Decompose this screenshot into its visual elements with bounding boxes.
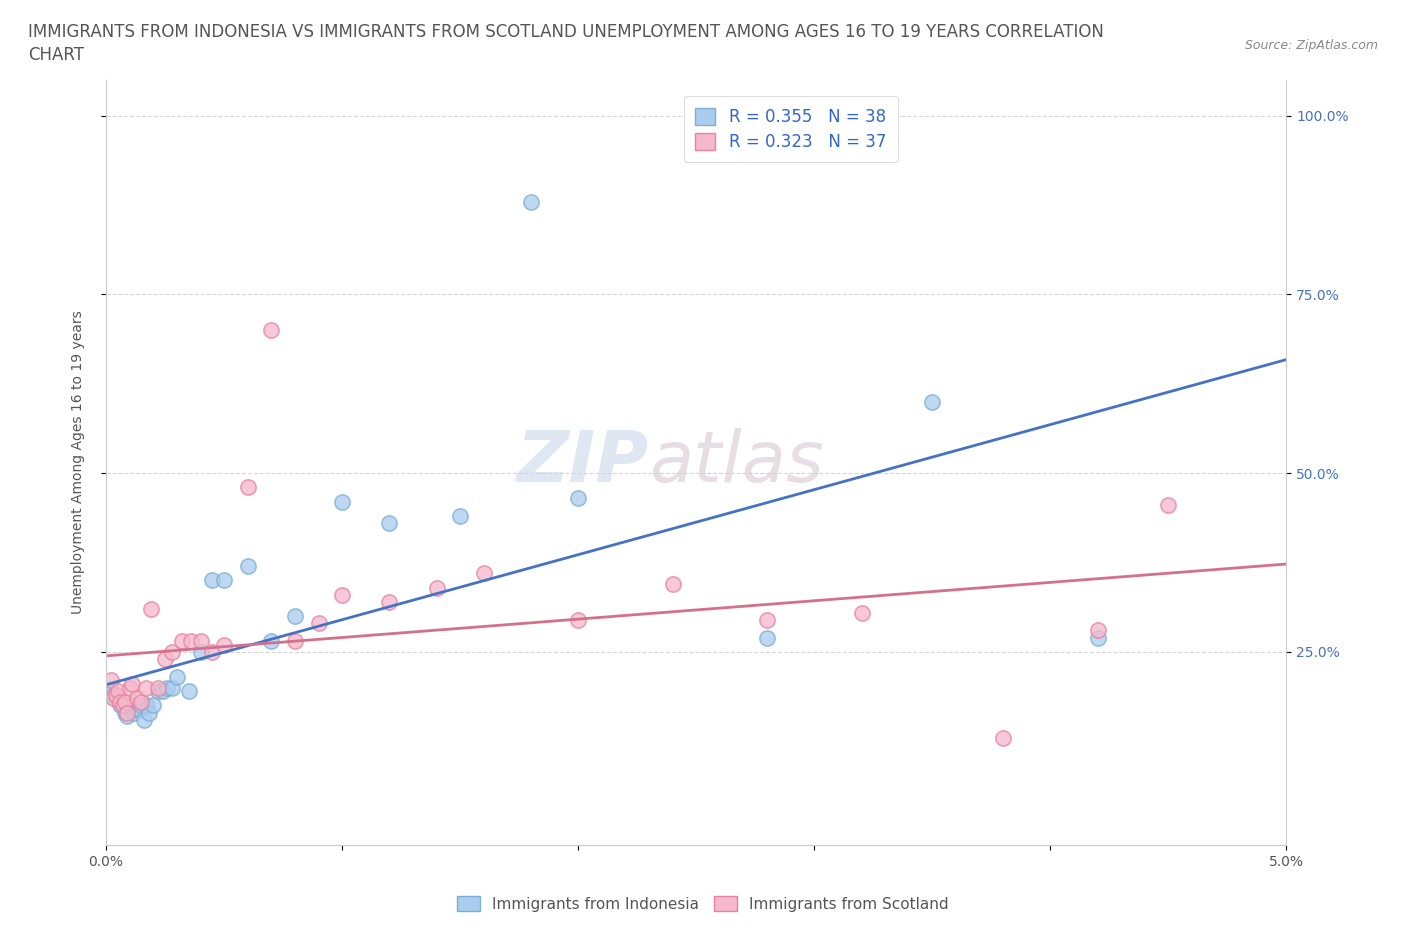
Point [330,495,353,510]
Point [260,323,283,338]
Point [330,587,353,602]
Point [118,701,141,716]
Point [121,698,143,713]
Point [236,480,259,495]
Point [100,684,122,698]
Point [160,680,183,695]
Point [156,680,179,695]
Point [756,631,779,645]
Point [117,705,139,720]
Point [378,516,401,531]
Text: CHART: CHART [28,46,84,63]
Point [128,701,150,716]
Point [135,698,157,713]
Point [146,684,169,698]
Point [125,701,148,716]
Point [190,633,212,648]
Point [260,633,283,648]
Point [520,194,543,209]
Point [139,602,162,617]
Text: IMMIGRANTS FROM INDONESIA VS IMMIGRANTS FROM SCOTLAND UNEMPLOYMENT AMONG AGES 16: IMMIGRANTS FROM INDONESIA VS IMMIGRANTS … [28,23,1104,41]
Text: atlas: atlas [650,428,824,497]
Point [124,705,146,720]
Point [104,691,127,706]
Point [114,695,136,710]
Point [180,633,202,648]
Point [177,684,200,698]
Point [236,559,259,574]
Point [426,580,449,595]
Point [101,691,124,706]
Point [284,633,307,648]
Point [1157,498,1180,512]
Point [104,687,127,702]
Point [142,698,165,713]
Point [170,633,193,648]
Point [212,573,235,588]
Point [449,509,471,524]
Point [135,680,157,695]
Legend: Immigrants from Indonesia, Immigrants from Scotland: Immigrants from Indonesia, Immigrants fr… [451,889,955,918]
Point [991,730,1014,745]
Point [921,394,943,409]
Point [472,565,495,580]
Point [131,698,153,713]
Point [284,608,307,623]
Point [107,684,129,698]
Point [851,605,873,620]
Point [1087,631,1109,645]
Text: ZIP: ZIP [517,428,650,497]
Text: Source: ZipAtlas.com: Source: ZipAtlas.com [1244,39,1378,52]
Point [152,684,174,698]
Point [100,673,122,688]
Y-axis label: Unemployment Among Ages 16 to 19 years: Unemployment Among Ages 16 to 19 years [72,311,86,615]
Point [212,637,235,652]
Point [111,698,134,713]
Point [117,709,139,724]
Point [160,644,183,659]
Point [378,594,401,609]
Legend: R = 0.355   N = 38, R = 0.323   N = 37: R = 0.355 N = 38, R = 0.323 N = 37 [683,96,897,163]
Point [153,652,176,667]
Point [146,680,169,695]
Point [125,691,148,706]
Point [132,712,155,727]
Point [110,695,132,710]
Point [114,705,136,720]
Point [567,491,589,506]
Point [166,670,188,684]
Point [190,644,212,659]
Point [101,687,124,702]
Point [138,705,160,720]
Point [110,698,132,713]
Point [111,698,134,713]
Point [131,695,153,710]
Point [661,577,683,591]
Point [201,573,224,588]
Point [756,612,779,627]
Point [308,616,330,631]
Point [107,691,129,706]
Point [121,676,143,691]
Point [567,612,589,627]
Point [118,680,141,695]
Point [1087,623,1109,638]
Point [201,644,224,659]
